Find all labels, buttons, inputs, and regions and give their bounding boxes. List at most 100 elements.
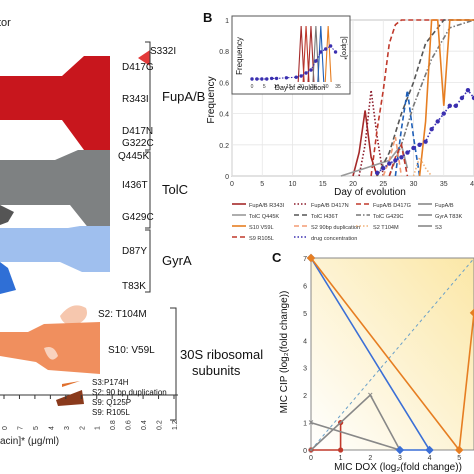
drug-concentration-point (399, 155, 404, 160)
panel-a-tick-label: 0.6 (126, 420, 133, 430)
legend-entry: S9 R105L (249, 236, 274, 242)
panel-c-point: × (308, 445, 313, 455)
bracket-fupab (145, 41, 151, 151)
inset-y-label-right: [Cipro]* (340, 36, 347, 60)
inset-peak-line (317, 25, 325, 83)
panel-a-tick-label: 4 (48, 426, 55, 430)
panel-a-tick-labels: 0 7 5 4 3 2 1 0.8 0.6 0.4 0.2 1.2 (2, 395, 179, 430)
panel-b-y-tick: 0.6 (219, 80, 229, 87)
inset-point (309, 68, 313, 72)
legend-entry: FupA/B R343I (249, 203, 285, 209)
gyra-d87y-area (0, 226, 110, 272)
panel-b-legend: FupA/B R343I FupA/B D417N FupA/B D417G FupA… (232, 203, 463, 242)
inset-point (265, 77, 269, 81)
panel-b-tick-labels: 0 5 10 15 20 25 30 35 40 0 0.2 0.4 0.6 0.8 1 (219, 18, 474, 188)
panel-b-x-tick: 5 (260, 181, 264, 188)
tolc-g429c-area (0, 205, 14, 225)
panel-b-series-line (388, 142, 409, 177)
panel-b-x-tick: 25 (379, 181, 387, 188)
panel-c-y-tick: 6 (303, 283, 307, 290)
panel-c-x-tick: 5 (457, 455, 461, 462)
panel-c-x-label: MIC DOX (log₂(fold change)) (334, 462, 462, 473)
label-t104m: S2: T104M (98, 309, 147, 320)
drug-concentration-point (387, 161, 392, 166)
panel-c-point: × (308, 418, 313, 428)
panel-c-point (395, 445, 405, 455)
inset-point (299, 74, 303, 78)
s2-t104m-area (60, 305, 87, 325)
panel-c-y-tick: 2 (303, 393, 307, 400)
fupab-s332i-marker (138, 50, 150, 66)
panel-b-series-line (412, 155, 433, 177)
panel-b-y-tick: 0 (225, 174, 229, 181)
inset-x-label: Day of evolution (275, 85, 325, 92)
drug-concentration-point (435, 119, 440, 124)
panel-a-tick-label: 0 (2, 426, 9, 430)
inset-point (304, 71, 308, 75)
legend-entry: S2 T104M (373, 225, 399, 231)
panel-c-point (469, 308, 474, 318)
legend-entry: S3 (435, 225, 442, 231)
inset-peak-line (324, 25, 332, 83)
label-i436t: I436T (122, 180, 148, 191)
panel-b-y-tick: 1 (225, 18, 229, 25)
panel-c-y-tick: 1 (303, 421, 307, 428)
panel-a-tick-label: 0.8 (110, 420, 117, 430)
inset-x-tick: 30 (323, 84, 329, 90)
panel-a-tick-label: 1 (95, 426, 102, 430)
inset-point (314, 59, 318, 63)
panel-c-series-group: ×××× (306, 253, 474, 455)
inset-x-tick: 10 (274, 84, 280, 90)
inset-x-tick: 5 (263, 84, 266, 90)
panel-b-series-line (418, 19, 474, 177)
panel-a-tick-label: 7 (17, 426, 24, 430)
panel-c-y-tick: 3 (303, 366, 307, 373)
legend-entry: TolC Q445K (249, 214, 279, 220)
inset-point (255, 77, 259, 81)
label-g322c: G322C (122, 138, 154, 149)
label-d417g: D417G (122, 62, 154, 73)
panel-b-x-tick: 35 (440, 181, 448, 188)
drug-concentration-point (423, 139, 428, 144)
legend-entry: FupA/B D417N (311, 203, 349, 209)
panel-a-tick-label: 3 (64, 426, 71, 430)
inset-point (324, 47, 328, 51)
drug-concentration-point (441, 111, 446, 116)
panel-b-x-tick: 40 (470, 181, 474, 188)
panel-c-tick-labels: 0 1 2 3 4 5 0 1 2 3 4 5 6 7 (303, 256, 461, 462)
inset-point (250, 77, 254, 81)
drug-concentration-point (465, 88, 471, 93)
drug-concentration-point (375, 170, 380, 176)
inset-point (260, 77, 264, 81)
panel-b-y-label: Frequency (206, 76, 217, 123)
inset-point (319, 50, 323, 54)
panel-b-y-tick: 0.2 (219, 143, 229, 150)
bracket-gyra (145, 229, 151, 293)
bracket-ribosomal (170, 307, 177, 421)
inset-peak-line (297, 25, 305, 83)
legend-entry: FupA/B D417G (373, 203, 411, 209)
drug-concentration-point (453, 103, 459, 109)
panel-b-inset-frame (231, 15, 351, 95)
label-q125p: S9: Q125P (92, 398, 131, 407)
legend-entry: FupA/B (435, 203, 454, 209)
panel-a-tick-label: 2 (79, 426, 86, 430)
panel-c-y-tick: 4 (303, 338, 307, 345)
label-r343i: R343I (122, 94, 149, 105)
panel-b-series-line (358, 90, 385, 177)
inset-x-tick: 15 (286, 84, 292, 90)
panel-c-y-label: MIC CIP (log₂(fold change)) (279, 291, 290, 414)
panel-a-axis-label: acin]* (μg/ml) (0, 436, 59, 447)
panel-c-point (454, 445, 464, 455)
drug-concentration-point (447, 103, 452, 109)
panel-c-y-tick: 5 (303, 311, 307, 318)
drug-concentration-point (417, 142, 422, 147)
inset-y-label: Frequency (235, 37, 244, 75)
panel-b-y-tick: 0.8 (219, 49, 229, 56)
group-label-tolc: TolC (162, 182, 188, 197)
panel-b-x-tick: 30 (410, 181, 418, 188)
panel-a-tick-label: 0.2 (157, 420, 164, 430)
drug-concentration-point (381, 166, 386, 171)
